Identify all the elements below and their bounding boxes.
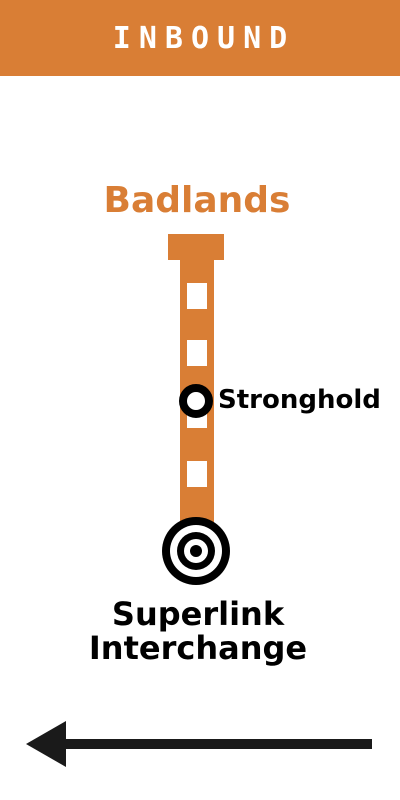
- stop-label-interchange: Superlink Interchange: [40, 597, 356, 665]
- arrow-left-icon: [26, 721, 372, 767]
- stop-label-line2: Interchange: [88, 629, 308, 667]
- station-marker: [179, 384, 213, 418]
- direction-header: INBOUND: [0, 0, 400, 76]
- line-name: Badlands: [103, 180, 291, 221]
- line-pattern: [187, 283, 207, 487]
- stop-label-line1: Superlink: [111, 595, 285, 633]
- stop-label-stronghold: Stronghold: [218, 385, 381, 415]
- interchange-marker: [162, 517, 230, 585]
- direction-title: INBOUND: [112, 20, 296, 56]
- line-terminus-cap: [168, 234, 224, 260]
